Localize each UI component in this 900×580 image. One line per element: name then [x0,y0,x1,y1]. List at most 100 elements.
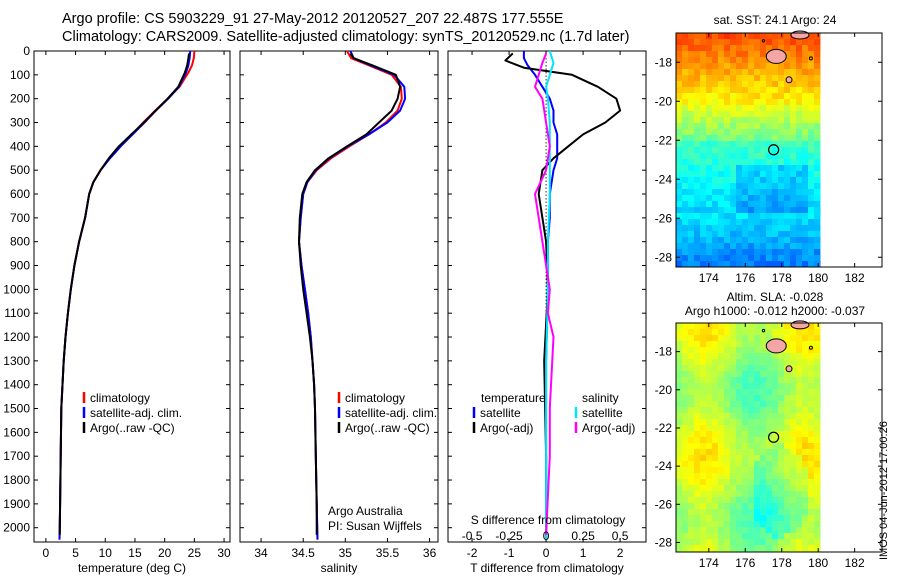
y-tick-label: -18 [655,55,673,69]
map-frame [675,32,883,268]
legend-entry: Argo(-adj) [480,421,533,435]
x-tick-label: 36 [423,546,437,560]
y-tick-label: -26 [655,211,673,225]
island-kadavu [785,76,793,84]
y-tick-label: 0 [23,44,30,58]
y-tick-label: 1000 [3,282,30,296]
x-tick-label: 5 [72,546,79,560]
legend-entry: satellite [582,406,623,420]
y-tick-label: -18 [655,345,673,359]
map-field [676,323,821,553]
map-title: sat. SST: 24.1 Argo: 24 [714,13,837,27]
secondary-tick-label: 0.25 [571,529,595,543]
salinity-panel: 34 34.5 35 35.5 36 salinity climatologysatelli… [239,50,439,575]
secondary-axis-label: S difference from climatology [471,513,626,527]
map-frame [675,322,883,553]
x-tick-label: 174 [699,271,719,285]
y-tick-label: 1100 [4,306,30,320]
panel-annotation: PI: Susan Wijffels [328,519,422,533]
y-tick-label: 900 [10,259,30,273]
y-tick-label: 2000 [3,521,30,535]
y-tick-label: 600 [10,187,30,201]
y-tick-label: 100 [10,68,30,82]
x-tick-label: 180 [808,271,828,285]
x-tick-label: 176 [735,271,755,285]
map-subtitle: Argo h1000: -0.012 h2000: -0.037 [685,304,865,318]
y-tick-label: 1900 [3,497,30,511]
y-tick-label: 1500 [3,402,30,416]
x-tick-label: 20 [158,546,172,560]
y-tick-label: -24 [655,172,673,186]
island-yasawa [761,39,766,43]
island-viti-levu [765,338,787,354]
x-tick-label: 34.5 [292,546,316,560]
x-axis-label: temperature (deg C) [78,561,186,575]
sst-map-panel: 174 176 178 180 182 -18 -20 -22 -24 -26 -28 sat. SS… [655,13,883,285]
y-tick-label: -24 [655,459,673,473]
figure-title-line-2: Climatology: CARS2009. Satellite-adjuste… [62,29,630,45]
y-tick-label: 800 [10,235,30,249]
secondary-tick-label: 0 [543,529,550,543]
y-tick-label: -28 [655,535,673,549]
legend-entry: Argo(..raw -QC) [345,421,430,435]
x-tick-label: 30 [217,546,231,560]
x-tick-label: -2 [467,546,478,560]
x-tick-label: 35 [339,546,353,560]
series-line-salinity-satellite [545,50,555,540]
x-tick-label: 182 [845,556,865,570]
x-tick-label: 174 [699,556,719,570]
y-tick-label: 1800 [3,473,30,487]
map-title: Altim. SLA: -0.028 [727,290,824,304]
x-tick-label: -1 [504,546,515,560]
sla-map-panel: 174 176 178 180 182 -18 -20 -22 -24 -26 -28 Altim. … [655,290,883,570]
x-tick-label: 25 [188,546,202,560]
x-tick-label: 178 [772,556,792,570]
series-line-salinity-argo-adj- [534,53,555,535]
plot-frame [33,50,231,543]
x-tick-label: 34 [254,546,268,560]
x-tick-label: 35.5 [376,546,400,560]
x-tick-label: 2 [617,546,624,560]
x-tick-label: 1 [580,546,587,560]
x-tick-label: 0 [543,546,550,560]
legend-entry: satellite-adj. clim. [345,406,437,420]
legend-entry: satellite-adj. clim. [90,406,182,420]
legend-entry: climatology [90,391,150,405]
panel-annotation: Argo Australia [328,504,403,518]
y-tick-label: 1400 [3,378,30,392]
plot-frame [239,50,439,543]
y-tick-label: 200 [10,92,30,106]
x-axis-label: T difference from climatology [470,561,624,575]
x-tick-label: 182 [845,271,865,285]
legend-entry: Argo(-adj) [582,421,635,435]
island-vanua-levu [790,30,810,40]
secondary-tick-label: -0.25 [495,529,523,543]
y-tick-label: 1200 [3,330,30,344]
legend-title: temperature [481,391,546,405]
island-lau [808,345,813,350]
x-tick-label: 10 [99,546,113,560]
island-kadavu [785,365,793,373]
legend-entry: climatology [345,391,405,405]
island-yasawa [761,328,766,333]
y-tick-label: -20 [655,383,673,397]
y-tick-label: 1300 [3,354,30,368]
y-tick-label: -22 [655,421,673,435]
y-tick-label: 300 [10,116,30,130]
legend-entry: satellite [480,406,521,420]
x-tick-label: 0 [43,546,50,560]
island-lau [808,56,813,61]
island-vanua-levu [790,320,810,330]
series-line-argo-raw-qc- [58,53,190,535]
y-tick-label: -20 [655,94,673,108]
y-tick-label: 500 [10,163,30,177]
x-axis-label: salinity [321,561,358,575]
y-tick-label: -28 [655,250,673,264]
imos-timestamp: IMOS 04-Jun-2012 17:00:26 [878,421,890,560]
map-field [676,33,821,268]
y-tick-label: -22 [655,133,673,147]
legend-title: salinity [582,391,619,405]
argo-location-marker [768,431,780,443]
argo-location-marker [768,144,780,156]
